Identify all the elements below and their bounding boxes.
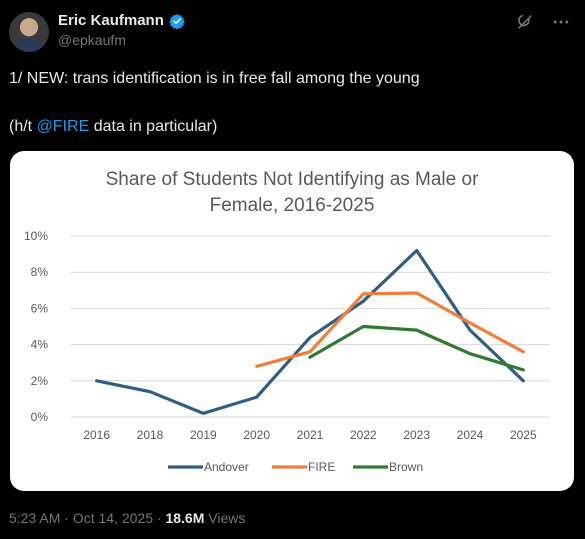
meta-separator: · [60,510,73,526]
post-meta: 5:23 AM · Oct 14, 2025 · 18.6M Views [9,510,245,526]
x-tick-label: 2023 [403,428,430,442]
views-count: 18.6M [165,510,205,526]
legend-label: FIRE [308,460,335,474]
post-actions-top [515,12,571,32]
y-tick-label: 6% [31,301,49,315]
series-line-andover [95,248,525,415]
chart-gridlines [70,235,550,418]
grok-icon[interactable] [515,12,535,32]
mention-link[interactable]: @FIRE [36,118,90,135]
post-date[interactable]: Oct 14, 2025 [72,510,153,526]
x-tick-label: 2025 [510,428,537,442]
y-tick-label: 10% [24,229,48,243]
post-text-line-1: 1/ NEW: trans identification is in free … [9,70,420,87]
series-line-fire [255,291,525,368]
avatar-shirt [15,38,43,52]
x-axis-ticks: 2016 2018 2019 2020 2021 2022 2023 2024 2025 [83,428,537,442]
x-tick-label: 2022 [350,428,377,442]
chart-title-line-2: Female, 2016-2025 [210,195,375,216]
post-text-suffix: data in particular) [89,118,218,135]
post-time[interactable]: 5:23 AM [9,510,61,526]
views-label: Views [204,510,246,526]
x-tick-label: 2019 [190,428,217,442]
y-tick-label: 8% [31,265,49,279]
post-text-line-2: (h/t @FIRE data in particular) [9,118,217,136]
author-avatar[interactable] [9,12,49,52]
x-tick-label: 2020 [243,428,270,442]
series-line-brown [308,324,525,372]
author-handle[interactable]: @epkaufm [58,32,126,48]
legend-label: Brown [389,460,423,474]
more-icon[interactable] [551,12,571,32]
chart-title-line-1: Share of Students Not Identifying as Mal… [106,169,479,190]
y-axis-ticks: 0% 2% 4% 6% 8% 10% [24,229,48,424]
y-tick-label: 0% [31,410,49,424]
x-tick-label: 2024 [457,428,484,442]
legend-label: Andover [204,460,249,474]
author-name[interactable]: Eric Kaufmann [58,12,164,29]
verified-badge-icon [169,13,185,29]
x-tick-label: 2021 [297,428,324,442]
chart-series [95,248,525,415]
y-tick-label: 4% [31,338,49,352]
chart-legend: Andover FIRE Brown [168,460,423,474]
meta-separator: · [153,510,166,526]
author-name-row: Eric Kaufmann [58,12,185,29]
x-tick-label: 2018 [137,428,164,442]
post-text-prefix: (h/t [9,118,37,135]
y-tick-label: 2% [31,374,49,388]
line-chart: Share of Students Not Identifying as Mal… [24,169,550,474]
x-tick-label: 2016 [83,428,110,442]
chart-image-card[interactable]: Share of Students Not Identifying as Mal… [10,151,574,491]
